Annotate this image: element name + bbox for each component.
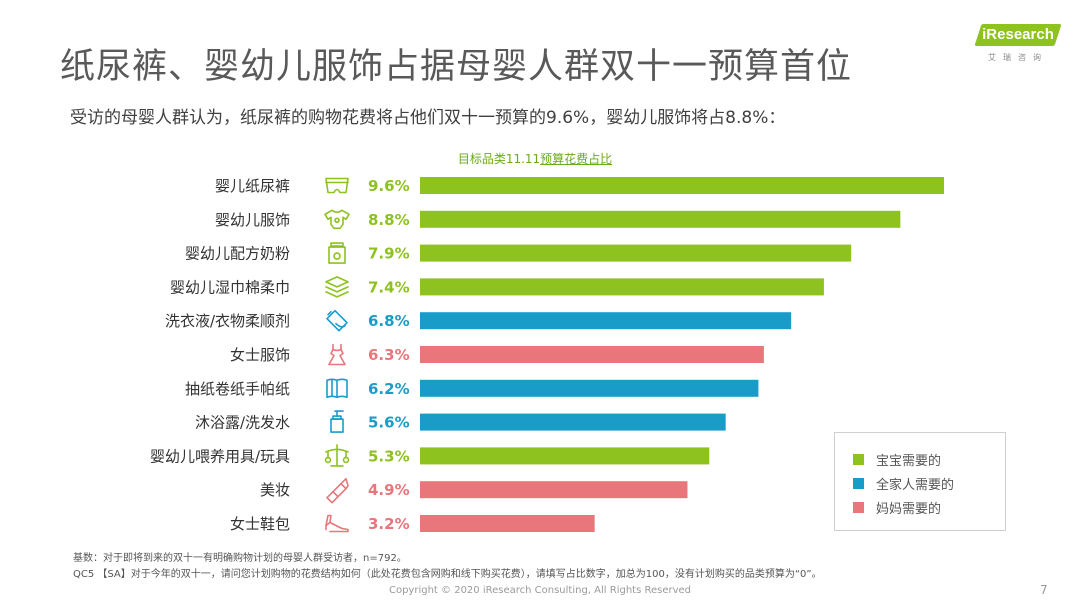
onesie-icon: [324, 209, 350, 230]
bar-value-label: 6.2%: [368, 380, 410, 398]
chart-title: 目标品类11.11预算花费占比: [420, 150, 650, 167]
logo-subtext: 艾瑞咨询: [988, 53, 1048, 62]
bar-value-label: 3.2%: [368, 515, 410, 533]
legend-item-family: 全家人需要的: [853, 474, 955, 493]
chart-title-plain: 目标品类11.11: [457, 152, 541, 166]
high-heel-icon: [325, 514, 349, 533]
legend-swatch-mom: [853, 501, 864, 513]
bar: [420, 413, 726, 431]
category-label: 婴幼儿配方奶粉: [185, 245, 290, 263]
bar: [420, 379, 759, 397]
bar: [420, 312, 792, 330]
logo-text: iResearch: [982, 26, 1054, 43]
category-label: 婴幼儿湿巾棉柔巾: [170, 278, 290, 296]
legend-item-mom: 妈妈需要的: [853, 498, 942, 517]
bar-value-label: 4.9%: [368, 481, 410, 499]
bar-value-label: 8.8%: [368, 211, 410, 229]
category-label: 婴幼儿服饰: [215, 211, 290, 229]
bar-value-label: 9.6%: [368, 177, 410, 195]
bar-value-label: 6.8%: [368, 312, 410, 330]
category-label: 美妆: [260, 481, 290, 499]
bar: [420, 346, 764, 363]
legend-label-baby: 宝宝需要的: [876, 453, 942, 469]
bar: [420, 515, 595, 532]
tissue-roll-icon: [326, 378, 348, 399]
bar: [420, 447, 710, 465]
legend-swatch-baby: [853, 453, 864, 465]
footnote-base: 基数：对于即将到来的双十一有明确购物计划的母婴人群受访者，n=792。: [73, 553, 407, 564]
page-title: 纸尿裤、婴幼儿服饰占据母婴人群双十一预算首位: [60, 47, 853, 87]
bar: [420, 278, 824, 296]
footnote-question: QC5 【SA】对于今年的双十一，请问您计划购物的花费结构如何（此处花费包含网购…: [73, 569, 822, 580]
pump-bottle-icon: [330, 410, 344, 433]
iresearch-logo: iResearch 艾瑞咨询: [974, 24, 1062, 66]
legend-swatch-family: [853, 477, 864, 489]
chart-legend: 宝宝需要的 全家人需要的 妈妈需要的: [834, 432, 1006, 531]
category-label: 女士服饰: [230, 346, 290, 364]
category-label: 女士鞋包: [230, 515, 290, 533]
wipes-stack-icon: [325, 276, 349, 298]
legend-label-mom: 妈妈需要的: [876, 501, 942, 517]
bar-value-label: 7.4%: [368, 278, 410, 296]
category-label: 婴儿纸尿裤: [215, 177, 290, 195]
category-label: 洗衣液/衣物柔顺剂: [165, 312, 290, 330]
category-label: 抽纸卷纸手帕纸: [185, 380, 290, 398]
page-number: 7: [1040, 583, 1048, 597]
page-subtitle: 受访的母婴人群认为，纸尿裤的购物花费将占他们双十一预算的9.6%，婴幼儿服饰将占…: [70, 108, 786, 128]
legend-label-family: 全家人需要的: [876, 477, 955, 493]
bar: [420, 177, 944, 194]
bar: [420, 481, 688, 499]
lipstick-icon: [326, 477, 349, 504]
bar-value-label: 6.3%: [368, 346, 410, 364]
baby-mobile-icon: [324, 444, 350, 467]
category-label: 沐浴露/洗发水: [195, 414, 290, 432]
formula-can-icon: [328, 242, 346, 264]
copyright: Copyright © 2020 iResearch Consulting, A…: [388, 585, 692, 596]
dress-icon: [328, 343, 346, 366]
bar-value-label: 7.9%: [368, 245, 410, 263]
chart-title-underlined: 预算花费占比: [540, 152, 613, 166]
legend-item-baby: 宝宝需要的: [853, 450, 942, 469]
bar: [420, 210, 901, 228]
diaper-icon: [325, 177, 349, 194]
bar-value-label: 5.6%: [368, 414, 410, 432]
detergent-bottle-icon: [326, 309, 348, 332]
category-label: 婴幼儿喂养用具/玩具: [150, 447, 290, 465]
bar: [420, 244, 852, 262]
bar-value-label: 5.3%: [368, 447, 410, 465]
